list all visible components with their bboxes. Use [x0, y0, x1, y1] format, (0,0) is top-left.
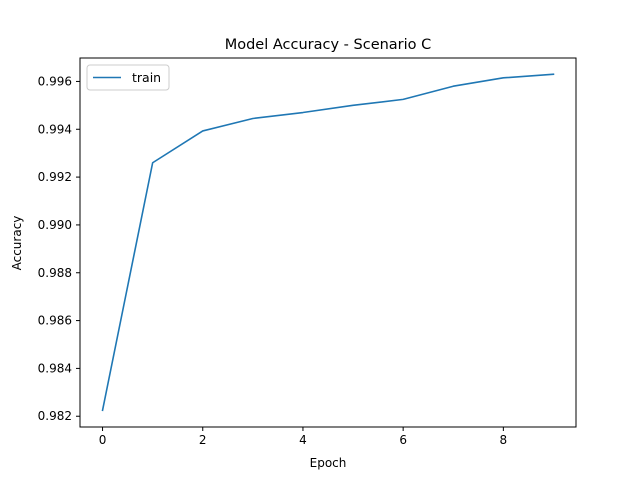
legend-box	[86, 64, 170, 91]
x-tick-label: 2	[199, 433, 207, 447]
y-tick-label: 0.982	[38, 409, 72, 423]
series-line-train	[101, 73, 555, 412]
plot-frame	[79, 57, 577, 428]
y-tick-label: 0.992	[38, 170, 72, 184]
legend-label-train: train	[132, 70, 161, 85]
x-axis-label: Epoch	[310, 456, 347, 470]
y-tick-label: 0.994	[38, 122, 72, 136]
x-tick-label: 4	[299, 433, 307, 447]
legend: train	[86, 64, 170, 91]
y-tick-label: 0.996	[38, 74, 72, 88]
x-tick-label: 0	[99, 433, 107, 447]
chart-title: Model Accuracy - Scenario C	[225, 37, 432, 53]
series-layer	[101, 73, 555, 412]
x-tick-label: 8	[500, 433, 508, 447]
y-tick-label: 0.988	[38, 266, 72, 280]
tick-layer: 0 2 4 6 8 0.982 0.984 0.986 0.988 0.990 0.992 0.994…	[38, 74, 508, 447]
y-tick-label: 0.990	[38, 218, 72, 232]
y-axis-label: Accuracy	[10, 216, 24, 271]
x-tick-label: 6	[399, 433, 407, 447]
plot-area-border	[79, 57, 577, 428]
y-tick-label: 0.986	[38, 314, 72, 328]
y-tick-label: 0.984	[38, 361, 72, 375]
